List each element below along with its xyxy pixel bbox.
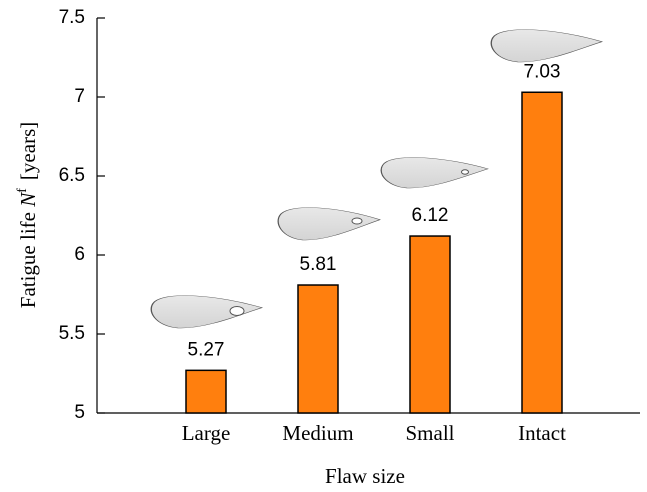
y-tick-label: 7.5 — [59, 7, 85, 28]
bar — [186, 370, 226, 413]
y-tick-label: 6.5 — [59, 165, 85, 186]
x-tick-label: Intact — [518, 421, 566, 445]
y-tick-label: 7 — [74, 86, 85, 107]
y-tick-label: 5 — [74, 402, 85, 423]
y-axis-title: Fatigue life Nf [years] — [15, 122, 40, 308]
x-tick-label: Large — [182, 421, 231, 445]
value-label: 5.27 — [188, 339, 225, 360]
bar — [522, 92, 562, 413]
page: Flaw size Fatigue life Nf [years] 5 5.5 6 6.… — [0, 0, 647, 492]
y-title-symbol: N — [16, 192, 40, 208]
x-axis-title: Flaw size — [325, 464, 405, 488]
value-label: 7.03 — [524, 61, 561, 82]
y-title-sup: f — [15, 188, 30, 193]
x-tick-label: Medium — [282, 421, 353, 445]
y-tick-label: 6 — [74, 244, 85, 265]
x-tick-label: Small — [405, 421, 454, 445]
value-label: 6.12 — [412, 205, 449, 226]
bar — [298, 285, 338, 413]
y-title-text: Fatigue life — [16, 212, 40, 308]
y-tick-label: 5.5 — [59, 323, 85, 344]
chart: Flaw size Fatigue life Nf [years] 5 5.5 6 6.… — [0, 0, 647, 492]
value-label: 5.81 — [300, 254, 337, 275]
y-title-unit: [years] — [16, 122, 40, 180]
bar — [410, 236, 450, 413]
